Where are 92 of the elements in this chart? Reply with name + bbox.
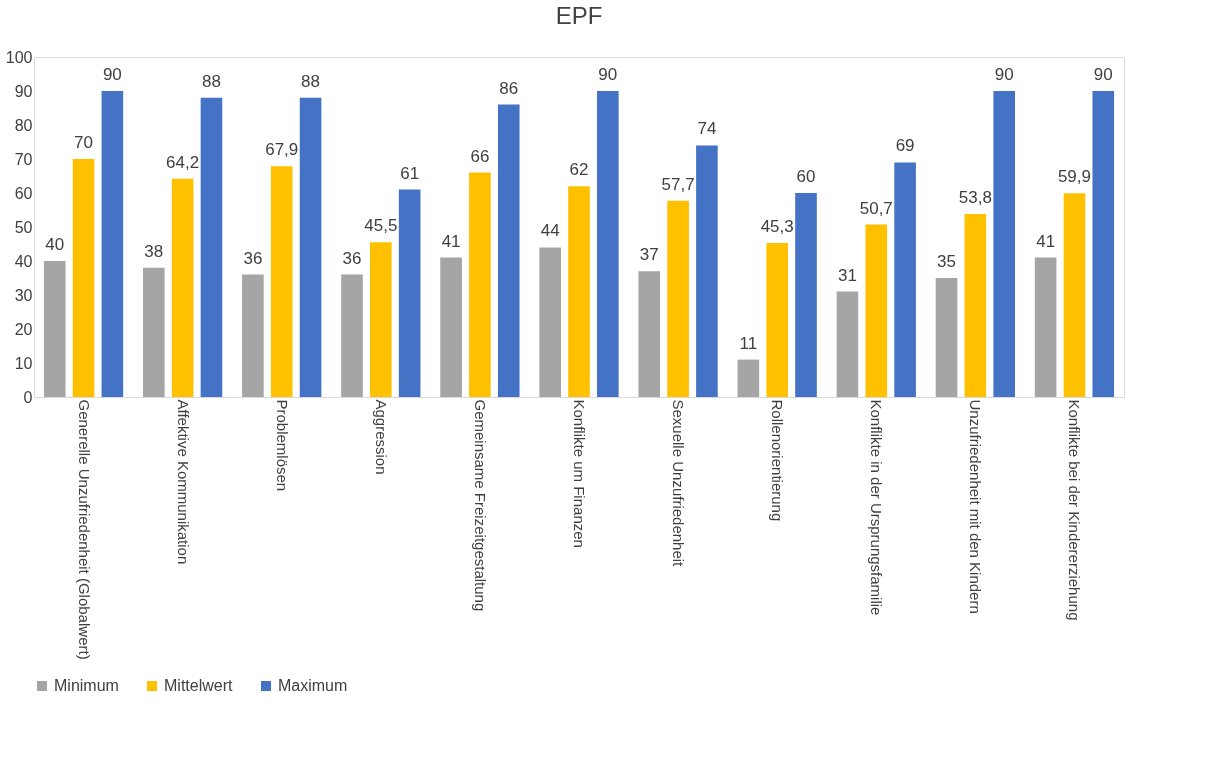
data-label: 70 <box>74 133 94 152</box>
data-label: 88 <box>202 71 221 91</box>
y-tick-label: 90 <box>14 82 33 100</box>
data-label: 90 <box>1093 65 1113 84</box>
x-tick-label: Gemeinsame Freizeitgestaltung <box>471 399 489 612</box>
data-label: 38 <box>144 241 164 261</box>
bar <box>299 97 322 397</box>
bar <box>341 274 363 397</box>
data-label: 53,8 <box>958 188 992 208</box>
y-tick-label: 100 <box>5 48 33 66</box>
data-label: 41 <box>441 231 461 251</box>
y-tick-label: 40 <box>14 252 33 270</box>
data-label: 50,7 <box>859 198 893 218</box>
data-label: 41 <box>1036 231 1056 251</box>
bar <box>43 261 66 397</box>
data-label: 44 <box>540 221 560 241</box>
data-label: 36 <box>342 248 362 268</box>
x-tick-label: Konflikte in der Ursprungsfamilie <box>868 399 886 616</box>
bar <box>539 247 561 397</box>
bar <box>836 291 859 397</box>
y-tick-label: 30 <box>14 286 33 304</box>
y-tick-label: 70 <box>14 150 33 168</box>
y-tick-label: 80 <box>14 116 33 134</box>
bar <box>964 214 987 397</box>
bar <box>143 267 165 397</box>
data-label: 66 <box>470 146 490 166</box>
bar <box>766 242 788 397</box>
x-tick-label: Konflikte um Finanzen <box>571 399 588 548</box>
data-label: 11 <box>739 333 758 353</box>
data-label: 37 <box>639 245 659 265</box>
x-tick-label: Unzufriedenheit mit den Kindern <box>967 399 985 614</box>
bar <box>935 278 958 397</box>
bar <box>72 159 95 397</box>
data-label: 90 <box>598 65 618 84</box>
data-label: 90 <box>994 65 1014 84</box>
bar <box>696 145 718 397</box>
bar <box>497 104 520 397</box>
legend-label: Minimum <box>54 677 119 694</box>
data-label: 90 <box>102 65 122 84</box>
data-label: 67,9 <box>265 140 299 160</box>
bar <box>894 162 916 397</box>
bar <box>242 274 264 397</box>
data-label: 31 <box>837 265 857 285</box>
x-tick-label: Generelle Unzufriedenheit (Globalwert) <box>75 399 93 660</box>
bar <box>993 91 1015 397</box>
bar <box>737 359 760 397</box>
bar <box>469 172 491 397</box>
bar <box>171 178 194 397</box>
bar <box>398 189 421 397</box>
x-tick-label: Affektive Kommunikation <box>174 399 192 565</box>
y-tick-label: 10 <box>14 354 33 372</box>
data-label: 86 <box>499 78 519 98</box>
x-tick-label: Aggression <box>372 399 390 475</box>
data-label: 35 <box>937 252 956 271</box>
chart-title: EPF <box>555 2 603 29</box>
bar <box>568 186 590 397</box>
bar <box>370 242 392 397</box>
x-tick-label: Problemlösen <box>273 399 291 492</box>
bar <box>440 257 462 397</box>
bar <box>795 193 817 397</box>
bar <box>597 91 619 397</box>
data-label: 64,2 <box>166 152 200 172</box>
bar <box>1034 257 1057 397</box>
bar <box>1092 91 1115 397</box>
bar <box>667 200 689 397</box>
y-tick-label: 50 <box>14 218 33 236</box>
data-label: 69 <box>895 136 915 156</box>
data-label: 40 <box>45 235 65 254</box>
x-tick-label: Sexuelle Unzufriedenheit <box>670 399 688 568</box>
data-label: 62 <box>569 160 589 180</box>
bar <box>865 224 888 397</box>
data-label: 88 <box>301 71 321 91</box>
x-tick-label: Konflikte bei der Kindererziehung <box>1066 399 1084 621</box>
y-tick-label: 20 <box>14 320 33 338</box>
data-label: 57,7 <box>661 174 695 194</box>
data-label: 60 <box>796 167 816 186</box>
data-label: 59,9 <box>1057 167 1091 187</box>
data-label: 45,3 <box>760 216 794 236</box>
bar <box>1063 193 1086 397</box>
x-tick-label: Rollenorientierung <box>769 399 787 522</box>
bar <box>200 97 223 397</box>
legend-label: Maximum <box>278 677 348 694</box>
data-label: 45,5 <box>364 216 398 236</box>
bar <box>638 271 661 397</box>
data-label: 61 <box>400 163 420 183</box>
y-tick-label: 0 <box>23 388 33 406</box>
y-tick-label: 60 <box>14 184 33 202</box>
bar <box>101 91 124 397</box>
bar <box>270 166 293 397</box>
legend-label: Mittelwert <box>164 677 234 694</box>
data-label: 36 <box>243 248 263 268</box>
data-label: 74 <box>697 119 717 139</box>
